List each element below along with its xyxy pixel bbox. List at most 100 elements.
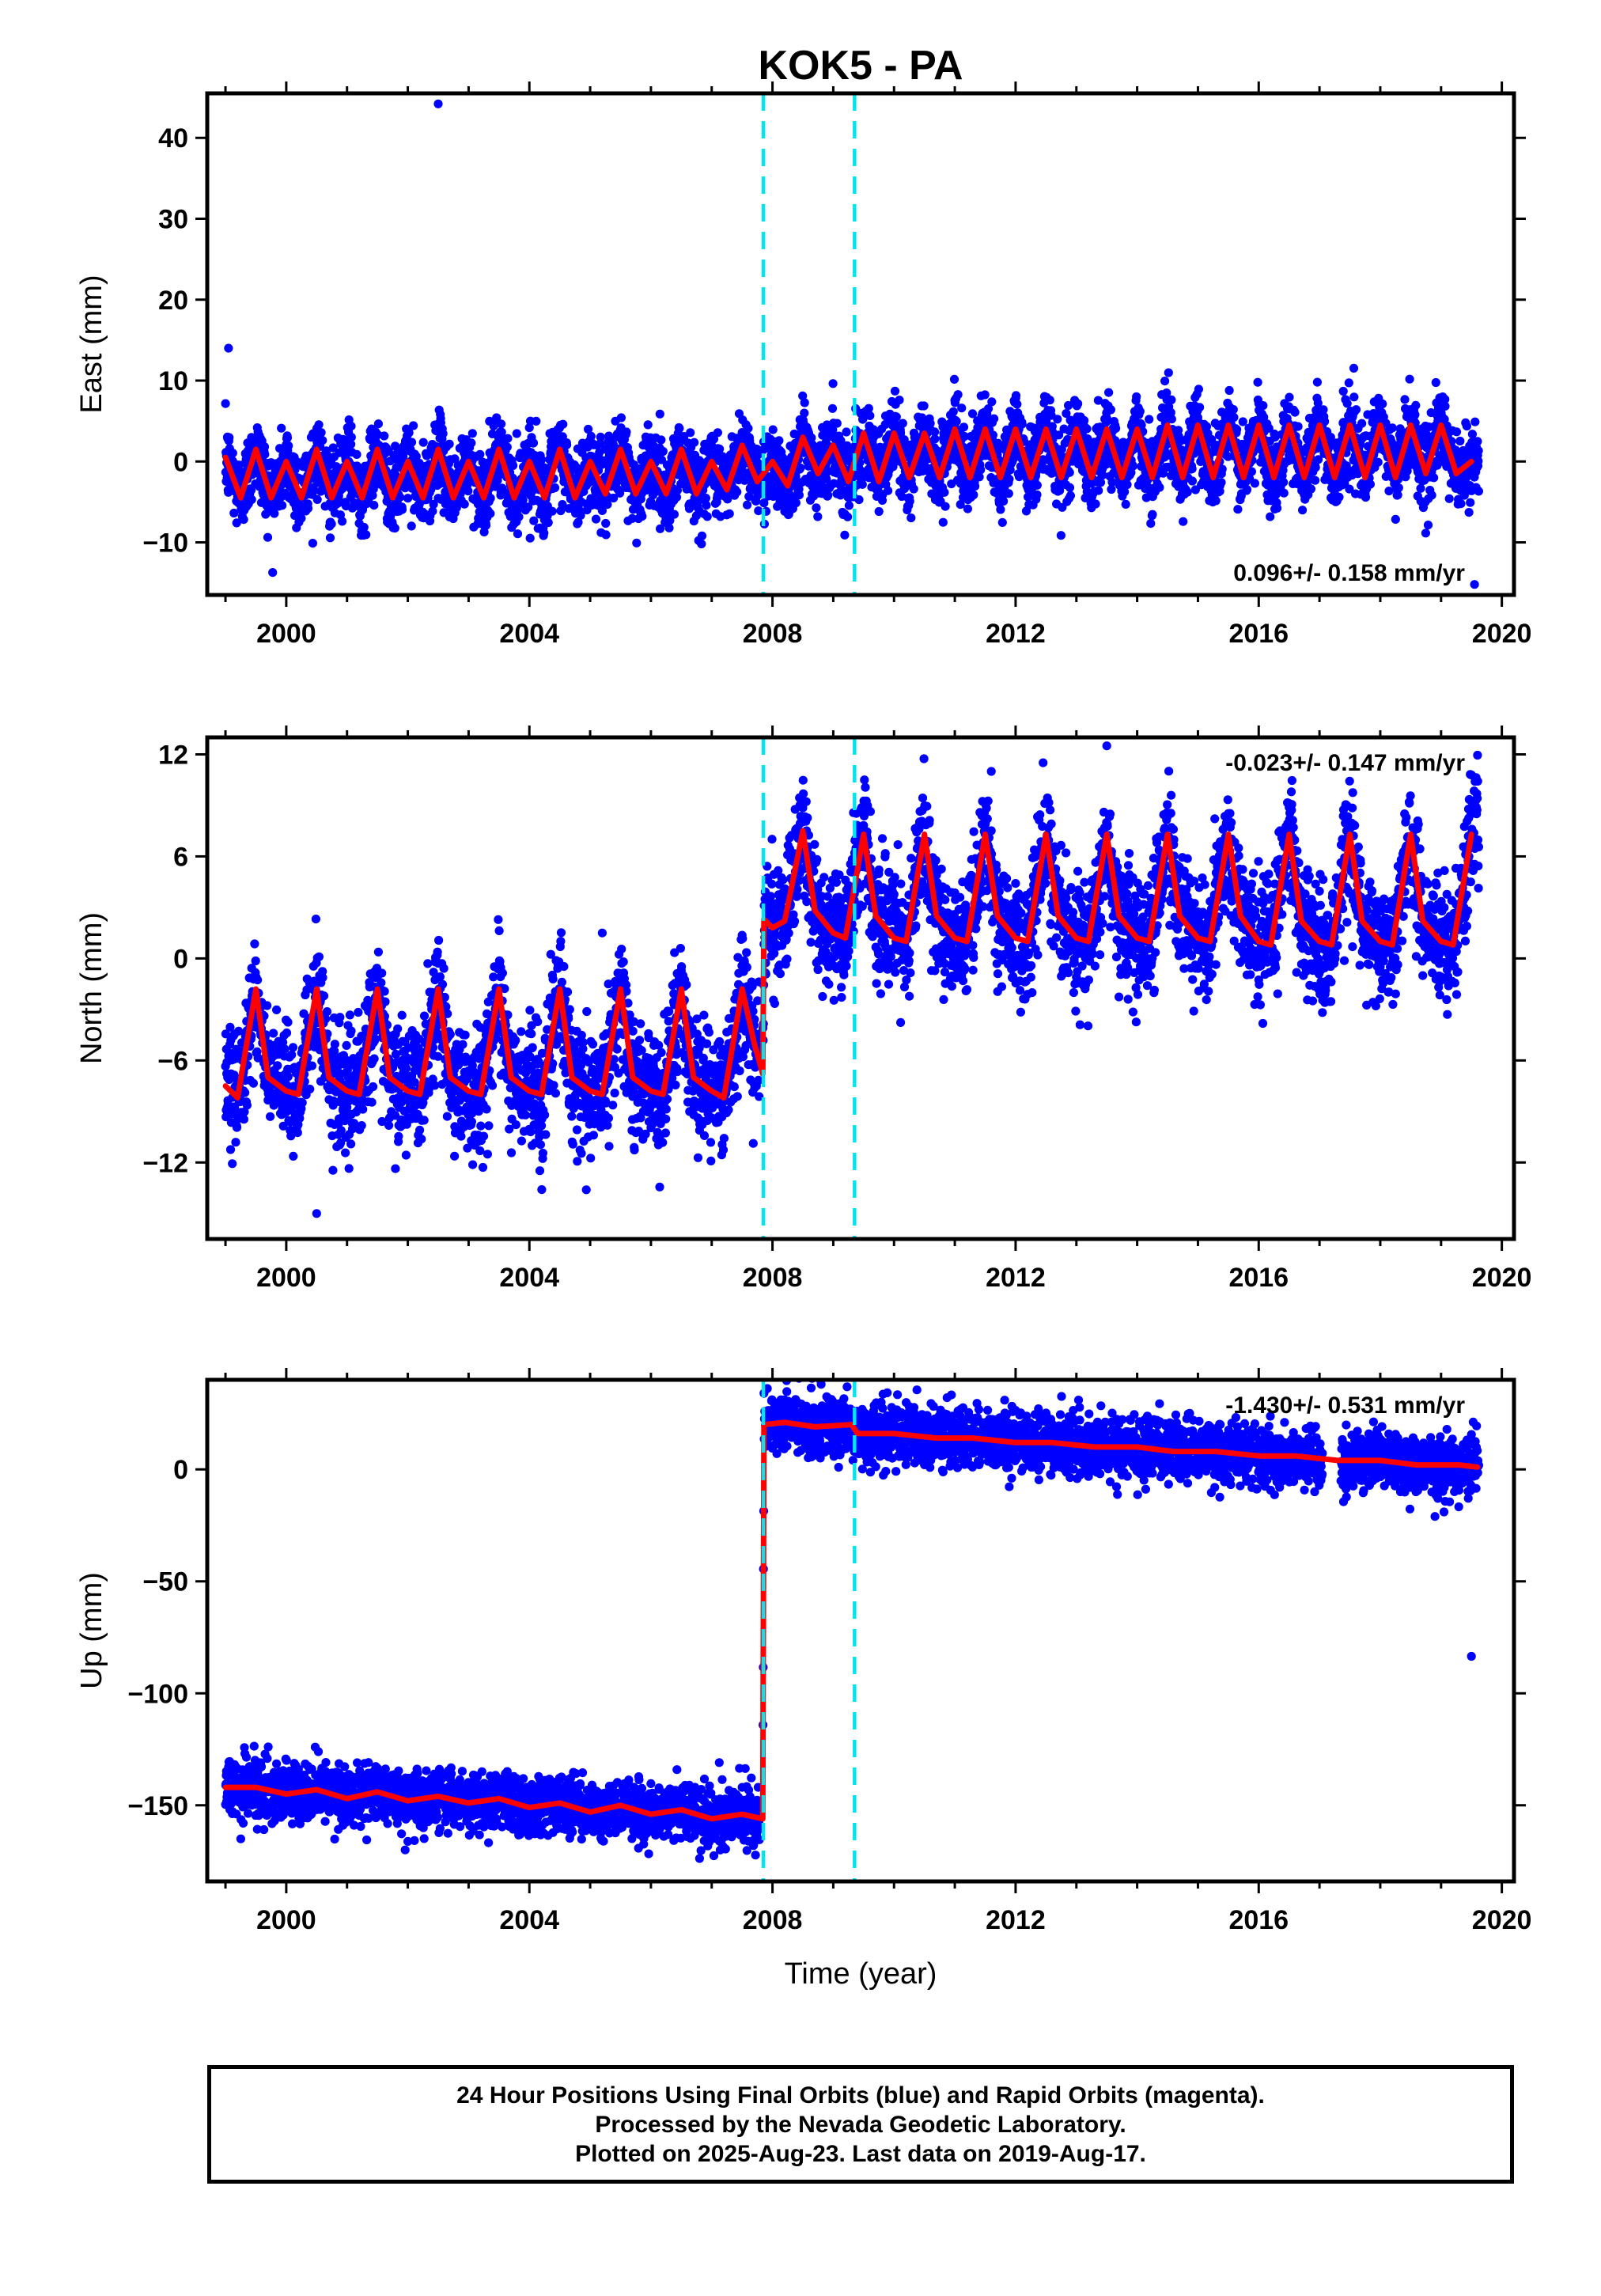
data-point — [658, 446, 668, 457]
data-point — [1145, 415, 1154, 424]
data-point — [891, 412, 901, 422]
data-point — [1135, 407, 1145, 416]
data-point — [529, 516, 539, 525]
data-point — [486, 509, 495, 518]
panels: 2000 2004 2008 2012 2016 2020−10010203040East… — [75, 81, 1531, 1935]
data-point — [1342, 399, 1352, 408]
data-point — [840, 530, 850, 540]
data-point — [656, 524, 665, 533]
data-point — [359, 522, 369, 532]
data-point — [1064, 400, 1073, 411]
data-point — [1032, 490, 1042, 499]
data-point — [503, 434, 513, 443]
data-point — [884, 486, 893, 495]
data-point — [487, 429, 498, 439]
data-point — [657, 455, 667, 464]
data-point — [1344, 378, 1353, 388]
data-point — [390, 524, 399, 533]
data-point — [1326, 433, 1335, 442]
data-point — [957, 404, 967, 413]
data-point — [1279, 477, 1289, 487]
data-point — [407, 438, 417, 447]
data-point — [547, 506, 557, 516]
data-point — [655, 409, 664, 419]
data-point — [1148, 510, 1157, 519]
data-point — [1132, 392, 1141, 402]
data-point — [609, 493, 619, 503]
data-point — [632, 538, 642, 547]
data-point — [987, 397, 997, 407]
data-point — [1242, 485, 1252, 494]
data-point — [399, 452, 408, 461]
data-point — [479, 527, 489, 537]
data-point — [558, 419, 568, 429]
data-point — [1250, 479, 1259, 488]
data-point — [1334, 492, 1344, 502]
data-point — [1387, 423, 1397, 433]
data-point — [1166, 407, 1175, 418]
data-point — [1104, 388, 1114, 397]
data-point — [1279, 488, 1289, 498]
data-point — [1228, 404, 1238, 415]
data-point — [492, 413, 501, 422]
plot-area-east — [221, 93, 1483, 595]
data-point — [1073, 399, 1083, 408]
data-point — [823, 491, 833, 500]
data-point — [391, 441, 400, 451]
data-point — [404, 428, 414, 438]
panel-east: 2000 2004 2008 2012 2016 2020−10010203040East… — [75, 81, 1531, 649]
data-point — [800, 398, 809, 407]
data-point — [361, 530, 371, 540]
data-point — [584, 424, 593, 434]
data-point — [312, 494, 322, 505]
data-point — [999, 496, 1009, 506]
data-point — [622, 427, 631, 437]
data-point — [528, 438, 539, 448]
data-point — [1164, 368, 1173, 377]
data-points-east — [221, 99, 1483, 589]
data-point — [967, 409, 978, 419]
data-point — [865, 411, 875, 421]
data-point — [1293, 422, 1303, 431]
data-point — [686, 428, 695, 438]
data-point — [1004, 489, 1013, 498]
data-point — [314, 420, 324, 430]
data-point — [1122, 479, 1132, 490]
data-point — [1306, 484, 1315, 494]
data-point — [550, 483, 560, 493]
data-point — [539, 529, 549, 538]
data-point — [828, 379, 838, 388]
data-point — [518, 495, 528, 505]
data-point — [702, 501, 711, 510]
data-point — [1357, 419, 1367, 428]
data-point — [514, 512, 524, 521]
data-point — [1217, 478, 1226, 487]
data-point — [753, 491, 763, 500]
data-point — [260, 449, 270, 459]
data-point — [675, 423, 684, 434]
data-point — [823, 467, 832, 476]
data-point — [971, 482, 980, 491]
data-point — [316, 428, 326, 438]
data-point — [277, 423, 286, 433]
data-point — [409, 421, 418, 430]
data-point — [475, 449, 485, 459]
data-point — [1053, 415, 1062, 424]
data-point — [906, 513, 916, 523]
data-point — [297, 513, 306, 523]
data-point — [1421, 529, 1430, 538]
data-point — [1349, 363, 1359, 373]
data-point — [532, 416, 541, 426]
data-point — [325, 533, 335, 543]
data-point — [1229, 412, 1239, 422]
data-point — [1094, 486, 1103, 495]
data-point — [1107, 477, 1117, 487]
data-point — [1102, 414, 1111, 423]
data-point — [1183, 487, 1192, 497]
data-point — [1011, 391, 1021, 400]
data-point — [1391, 514, 1400, 525]
data-point — [346, 439, 356, 449]
data-point — [690, 438, 699, 447]
data-point — [1056, 531, 1065, 540]
data-point — [949, 374, 959, 384]
